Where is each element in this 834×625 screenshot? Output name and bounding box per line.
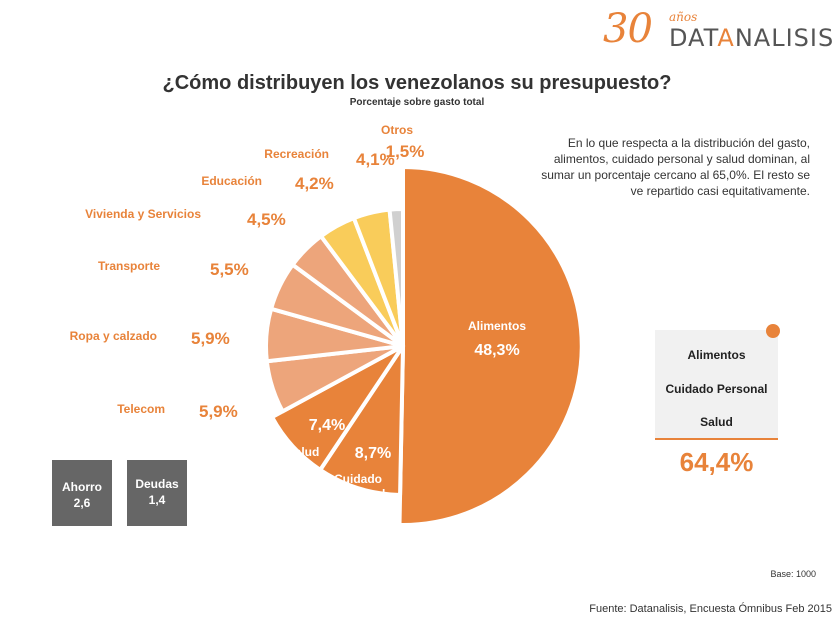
logo-years: años [669, 10, 698, 24]
slice-label: Ropa y calzado [70, 329, 157, 343]
summary-box: Alimentos Cuidado Personal Salud [655, 324, 780, 440]
source-note: Fuente: Datanalisis, Encuesta Ómnibus Fe… [589, 603, 832, 615]
slice-label: Salud [287, 445, 320, 459]
slice-percent: 1,5% [386, 142, 425, 161]
summary-item: Salud [700, 415, 733, 429]
slice-percent: 48,3% [474, 342, 519, 359]
datanalisis-logo: 30 años DATANALISIS [603, 4, 833, 52]
slice-percent: 5,9% [199, 402, 238, 421]
slice-label: Alimentos [468, 319, 526, 333]
ahorro-value: 2,6 [73, 496, 91, 510]
slice-percent: 7,4% [309, 417, 345, 434]
slice-percent: 5,5% [210, 260, 249, 279]
chart-subtitle: Porcentaje sobre gasto total [349, 97, 485, 108]
summary-item: Cuidado Personal [665, 382, 768, 396]
slice-percent: 4,5% [247, 210, 286, 229]
summary-total: 64,4% [679, 447, 754, 477]
slice-label: Cuidado [334, 472, 382, 486]
slice-label: Vivienda y Servicios [85, 207, 201, 221]
slice-label: Educación [201, 174, 262, 188]
chart-title: ¿Cómo distribuyen los venezolanos su pre… [162, 72, 672, 94]
slice-label: Telecom [117, 402, 165, 416]
slice-label: Transporte [98, 259, 160, 273]
base-note: Base: 1000 [770, 569, 816, 579]
chart-note: En lo que respecta a la distribución del… [541, 136, 810, 198]
pie-slice-salud [270, 344, 405, 472]
deudas-value: 1,4 [148, 493, 166, 507]
logo-brand: DATANALISIS [669, 24, 834, 52]
pie-slice-otros [387, 207, 405, 348]
accent-dot-icon [766, 324, 780, 338]
slice-label: Recreación [264, 147, 329, 161]
ahorro-box: Ahorro 2,6 [52, 460, 112, 526]
summary-item: Alimentos [687, 348, 746, 362]
slice-percent: 4,2% [295, 174, 334, 193]
slice-percent: 5,9% [191, 329, 230, 348]
pie-slice-alimentos [397, 165, 584, 527]
logo-number: 30 [603, 6, 653, 52]
slice-label: Personal [335, 487, 386, 501]
slice-percent: 8,7% [355, 445, 391, 462]
ahorro-label: Ahorro [62, 480, 102, 494]
deudas-box: Deudas 1,4 [127, 460, 187, 526]
deudas-label: Deudas [135, 477, 179, 491]
slice-label: Otros [381, 123, 413, 137]
slice-percent: 4,1% [356, 150, 395, 169]
